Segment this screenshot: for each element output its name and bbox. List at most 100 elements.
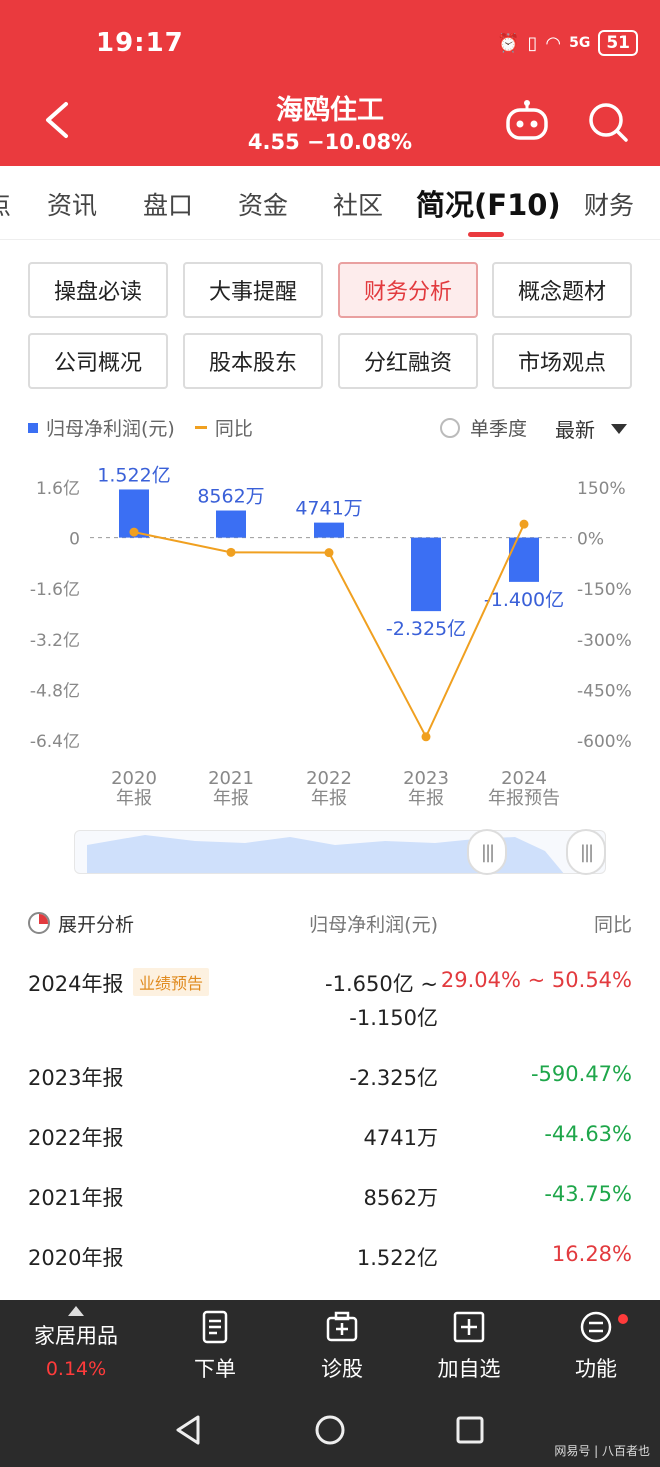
yoy-column-header: 同比 (593, 914, 632, 936)
status-icons: ⏰ ▯ ◠ 5G 51 (497, 30, 638, 56)
profit-value-2: -1.150亿 (349, 1006, 438, 1030)
active-tab-indicator (468, 232, 504, 237)
order-label: 下单 (194, 1357, 236, 1381)
table-row[interactable]: 2024年报 业绩预告 -1.650亿 ~ -1.150亿 29.04% ~ 5… (0, 968, 660, 1038)
yoy-value: -44.63% (544, 1122, 632, 1146)
y-right-tick-label: -300% (577, 631, 632, 651)
x-tick-label: 2021 (208, 768, 254, 789)
x-tick-label: 2024 (501, 768, 547, 789)
robot-assistant-icon[interactable] (504, 100, 550, 142)
x-tick-sublabel: 年报 (213, 788, 249, 809)
diagnose-button[interactable]: 诊股 (282, 1310, 402, 1383)
vibrate-icon: ▯ (527, 32, 538, 54)
period-label: 2020年报 (28, 1246, 124, 1270)
app-header: 19:17 ⏰ ▯ ◠ 5G 51 海鸥住工 4.55 −10.08% (0, 0, 660, 166)
order-icon (202, 1310, 228, 1344)
y-right-tick-label: 150% (577, 479, 626, 499)
yoy-value: 29.04% ~ 50.54% (440, 968, 632, 992)
single-quarter-toggle[interactable]: 单季度 (440, 414, 527, 441)
expand-analysis-label[interactable]: 展开分析 (58, 914, 135, 936)
bar-data-label: -1.400亿 (484, 589, 564, 611)
profit-chart: 1.6亿 0 -1.6亿 -3.2亿 -4.8亿 -6.4亿 150% 0% -150% -300… (30, 464, 632, 809)
add-watchlist-label: 加自选 (437, 1357, 501, 1381)
add-watchlist-button[interactable]: 加自选 (409, 1310, 529, 1383)
back-icon[interactable] (40, 100, 76, 140)
tab-community[interactable]: 社区 (333, 191, 384, 220)
yoy-point (129, 527, 139, 537)
btn-company-profile[interactable]: 公司概况 (28, 333, 168, 389)
profit-bar (509, 537, 539, 582)
alarm-icon: ⏰ (497, 32, 520, 54)
btn-market-views[interactable]: 市场观点 (492, 333, 632, 389)
period-select[interactable]: 最新 (555, 414, 627, 443)
tab-orderbook[interactable]: 盘口 (143, 191, 194, 220)
search-icon[interactable] (586, 100, 630, 144)
btn-must-read[interactable]: 操盘必读 (28, 262, 168, 318)
x-tick-sublabel: 年报 (408, 788, 444, 809)
tab-news[interactable]: 资讯 (47, 191, 98, 220)
status-time: 19:17 (96, 28, 184, 58)
radio-icon[interactable] (440, 417, 460, 438)
period-label: 2024年报 (28, 972, 124, 996)
y-right-tick-label: -450% (577, 681, 632, 701)
y-left-tick-label: -6.4亿 (30, 732, 80, 752)
yoy-point (324, 548, 334, 558)
yoy-point (519, 519, 529, 529)
range-slider[interactable] (74, 830, 606, 874)
slider-handle-right[interactable]: ||| (566, 829, 606, 875)
btn-events[interactable]: 大事提醒 (183, 262, 323, 318)
btn-financial-analysis[interactable]: 财务分析 (338, 262, 478, 318)
btn-shareholders[interactable]: 股本股东 (183, 333, 323, 389)
network-label: 5G (569, 35, 591, 51)
wifi-icon: ◠ (545, 32, 562, 54)
y-right-tick-label: -150% (577, 580, 632, 600)
y-right-tick-label: -600% (577, 732, 632, 752)
table-row[interactable]: 2020年报 1.522亿 16.28% (0, 1242, 660, 1272)
tab-partial[interactable]: 点 (0, 186, 11, 222)
y-right-tick-label: 0% (577, 530, 604, 550)
bar-data-label: -2.325亿 (386, 618, 466, 640)
tab-bar: 点 资讯 盘口 资金 社区 简况(F10) 财务 (0, 166, 660, 240)
caret-down-icon (611, 423, 627, 434)
caret-up-icon (68, 1306, 84, 1316)
table-row[interactable]: 2021年报 8562万 -43.75% (0, 1182, 660, 1212)
pie-chart-icon (28, 912, 50, 934)
nav-recents-icon[interactable] (454, 1414, 486, 1446)
table-row[interactable]: 2023年报 -2.325亿 -590.47% (0, 1062, 660, 1092)
y-left-tick-label: 1.6亿 (36, 479, 80, 499)
stock-name: 海鸥住工 (276, 95, 384, 126)
line-legend-swatch (194, 426, 207, 429)
table-header: 展开分析 归母净利润(元) 同比 (0, 908, 660, 938)
functions-button[interactable]: 功能 (536, 1310, 656, 1383)
btn-concepts[interactable]: 概念题材 (492, 262, 632, 318)
x-tick-sublabel: 年报 (116, 788, 152, 809)
btn-dividends[interactable]: 分红融资 (338, 333, 478, 389)
profit-bar (314, 522, 344, 538)
nav-back-icon[interactable] (172, 1414, 204, 1446)
nav-home-icon[interactable] (314, 1414, 346, 1446)
sector-name: 家居用品 (34, 1324, 118, 1348)
x-tick-sublabel: 年报 (311, 788, 347, 809)
y-left-tick-label: -1.6亿 (30, 580, 80, 600)
bar-legend-label: 归母净利润(元) (46, 418, 175, 440)
tab-finance[interactable]: 财务 (584, 191, 635, 220)
diagnose-label: 诊股 (321, 1357, 363, 1381)
profit-value: 1.522亿 (356, 1246, 438, 1270)
diagnose-icon (326, 1311, 358, 1342)
yoy-value: 16.28% (551, 1242, 632, 1266)
table-row[interactable]: 2022年报 4741万 -44.63% (0, 1122, 660, 1152)
bottom-toolbar: 家居用品 0.14% 下单 诊股 加自选 (0, 1300, 660, 1394)
slider-handle-left[interactable]: ||| (467, 829, 507, 875)
x-tick-sublabel: 年报预告 (488, 788, 560, 809)
order-button[interactable]: 下单 (155, 1310, 275, 1383)
tab-f10[interactable]: 简况(F10) (416, 188, 561, 222)
chart-legend: 归母净利润(元) 同比 (28, 414, 253, 441)
functions-label: 功能 (575, 1357, 617, 1381)
period-label: 2022年报 (28, 1126, 124, 1150)
profit-column-header: 归母净利润(元) (309, 914, 438, 936)
profit-value: 4741万 (363, 1126, 438, 1150)
profit-value: 8562万 (363, 1186, 438, 1210)
tab-capital[interactable]: 资金 (238, 191, 289, 220)
slider-preview (87, 835, 564, 873)
sector-indicator[interactable]: 家居用品 0.14% (20, 1306, 132, 1380)
